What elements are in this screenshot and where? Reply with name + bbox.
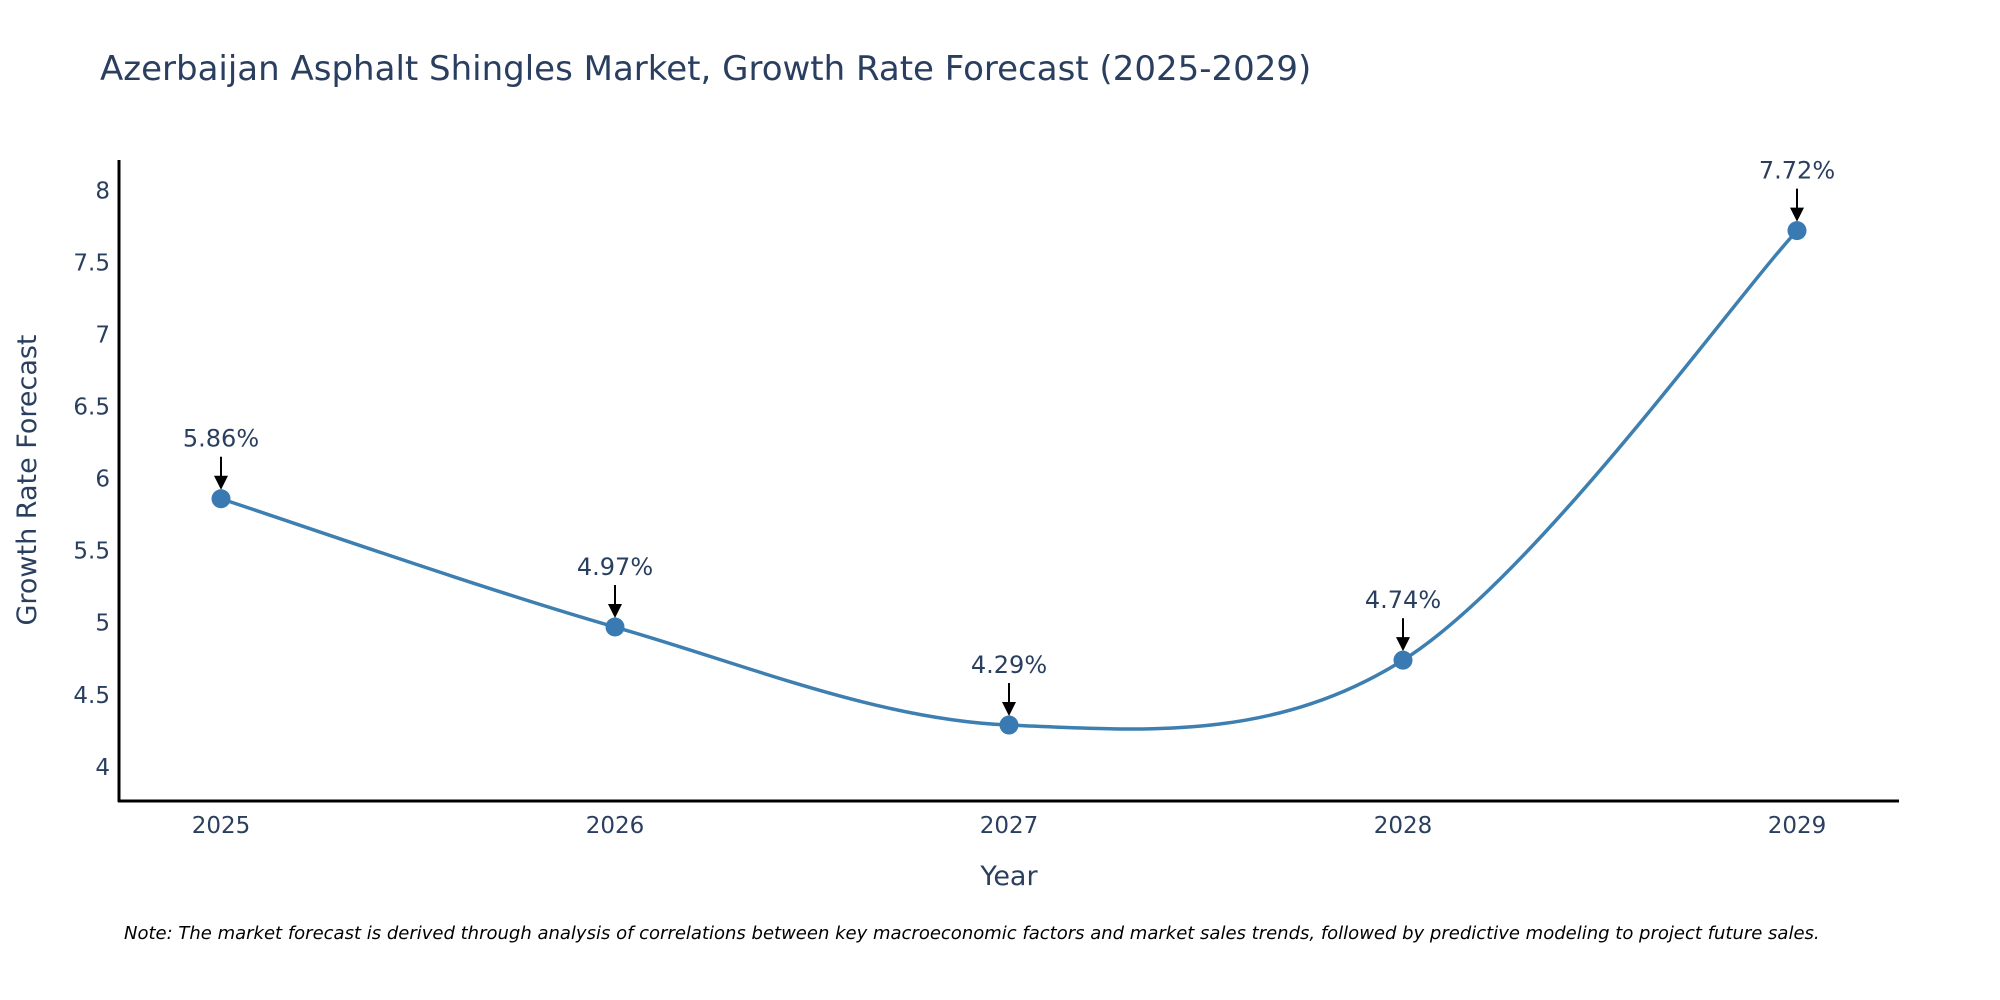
y-tick-label: 5 xyxy=(95,611,110,637)
y-tick-label: 8 xyxy=(95,178,110,204)
footnote: Note: The market forecast is derived thr… xyxy=(124,923,1820,944)
data-point xyxy=(1393,650,1413,670)
data-label: 4.74% xyxy=(1365,586,1441,614)
data-point xyxy=(1787,221,1807,241)
x-tick-label: 2027 xyxy=(980,813,1039,839)
data-label: 4.97% xyxy=(577,553,653,581)
annotation-arrow-head xyxy=(214,475,228,490)
data-annotations: 5.86% 4.97% 4.29% 4.74% 7.72% xyxy=(183,157,1835,717)
x-axis: 2025 2026 2027 2028 2029 xyxy=(118,799,1899,839)
y-tick-label: 7.5 xyxy=(73,250,110,276)
annotation-arrow-head xyxy=(1790,207,1804,222)
chart-title: Azerbaijan Asphalt Shingles Market, Grow… xyxy=(100,49,1311,89)
x-tick-label: 2028 xyxy=(1374,813,1433,839)
y-axis: 4 4.5 5 5.5 6 6.5 7 7.5 8 xyxy=(73,160,121,802)
data-point xyxy=(211,489,231,509)
y-tick-label: 6.5 xyxy=(73,394,110,420)
y-tick-label: 4.5 xyxy=(73,683,110,709)
annotation-arrow-head xyxy=(1396,637,1410,652)
data-label: 5.86% xyxy=(183,425,259,453)
y-tick-label: 7 xyxy=(95,322,110,348)
series-line xyxy=(219,228,1799,731)
series-markers xyxy=(211,221,1807,735)
x-tick-label: 2029 xyxy=(1768,813,1827,839)
y-tick-labels: 4 4.5 5 5.5 6 6.5 7 7.5 8 xyxy=(73,178,110,781)
x-tick-labels: 2025 2026 2027 2028 2029 xyxy=(192,813,1827,839)
data-point xyxy=(999,715,1019,735)
y-axis-title: Growth Rate Forecast xyxy=(12,334,43,625)
x-tick-label: 2025 xyxy=(192,813,251,839)
y-tick-label: 6 xyxy=(95,467,110,493)
data-label: 7.72% xyxy=(1759,157,1835,185)
x-tick-label: 2026 xyxy=(586,813,645,839)
y-tick-label: 4 xyxy=(95,755,110,781)
x-axis-title: Year xyxy=(979,861,1038,892)
annotation-arrow-head xyxy=(608,604,622,619)
data-label: 4.29% xyxy=(971,651,1047,679)
data-point xyxy=(605,617,625,637)
annotation-arrow-head xyxy=(1002,702,1016,717)
y-tick-label: 5.5 xyxy=(73,539,110,565)
